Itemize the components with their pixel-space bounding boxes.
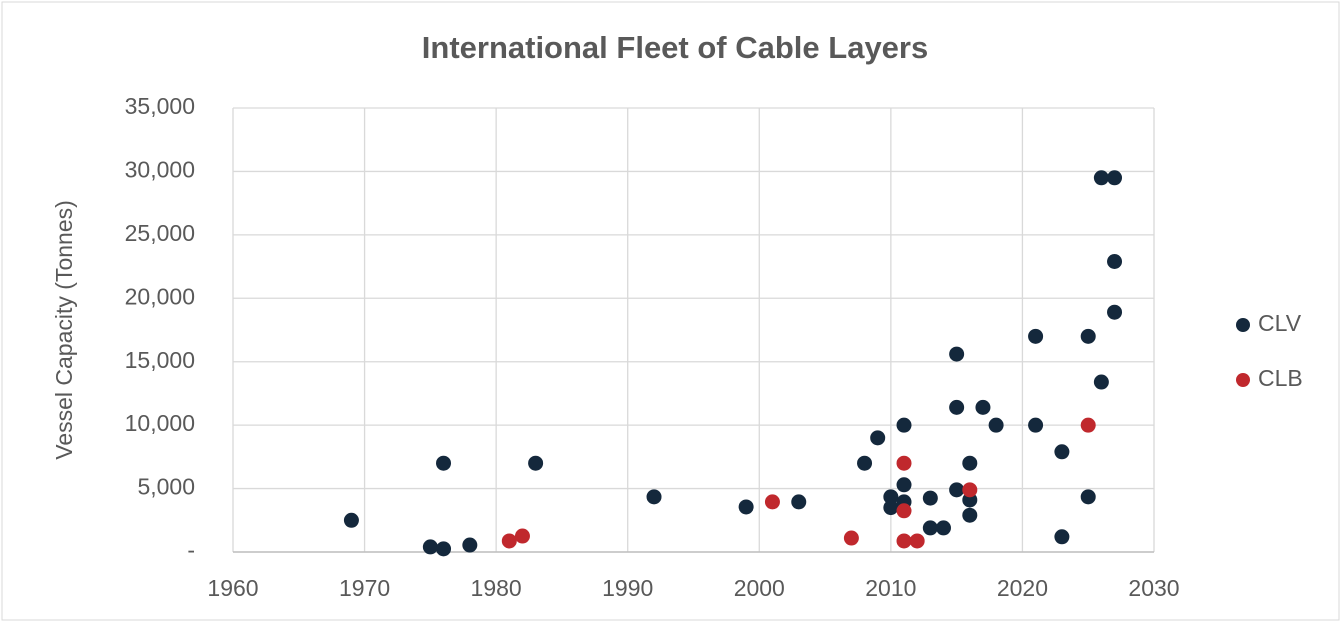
- point: [343, 512, 359, 528]
- point: [764, 494, 780, 510]
- point: [922, 490, 938, 506]
- x-tick-label: 1980: [471, 575, 522, 601]
- y-tick-label: 25,000: [125, 220, 195, 246]
- point: [1054, 529, 1070, 545]
- point: [909, 533, 925, 549]
- point: [791, 494, 807, 510]
- point: [896, 477, 912, 493]
- point: [896, 455, 912, 471]
- point: [501, 533, 517, 549]
- point: [962, 482, 978, 498]
- point: [1054, 444, 1070, 460]
- x-tick-label: 2020: [997, 575, 1048, 601]
- x-tick-label: 1960: [207, 575, 258, 601]
- point: [988, 417, 1004, 433]
- y-tick-label: 35,000: [125, 93, 195, 119]
- point: [896, 533, 912, 549]
- point: [962, 507, 978, 523]
- x-tick-label: 1990: [602, 575, 653, 601]
- y-tick-label: -: [187, 537, 195, 563]
- point: [883, 489, 899, 505]
- point: [949, 482, 965, 498]
- y-tick-label: 10,000: [125, 410, 195, 436]
- x-tick-label: 2030: [1128, 575, 1179, 601]
- point: [1080, 489, 1096, 505]
- point: [843, 530, 859, 546]
- point: [896, 417, 912, 433]
- point: [896, 503, 912, 519]
- x-tick-label: 2010: [865, 575, 916, 601]
- y-axis-label: Vessel Capacity (Tonnes): [51, 200, 77, 460]
- x-tick-label: 2000: [734, 575, 785, 601]
- point: [436, 541, 452, 557]
- point: [1093, 374, 1109, 390]
- chart-title: International Fleet of Cable Layers: [422, 30, 928, 65]
- point: [1080, 328, 1096, 344]
- point: [1107, 170, 1123, 186]
- point: [462, 537, 478, 553]
- point: [883, 500, 899, 516]
- x-tick-label: 1970: [339, 575, 390, 601]
- point: [975, 399, 991, 415]
- y-tick-label: 5,000: [137, 474, 195, 500]
- point: [436, 455, 452, 471]
- point: [514, 528, 530, 544]
- point: [922, 520, 938, 536]
- point: [1107, 304, 1123, 320]
- y-tick-label: 30,000: [125, 157, 195, 183]
- point: [528, 455, 544, 471]
- y-tick-label: 20,000: [125, 283, 195, 309]
- point: [1028, 417, 1044, 433]
- y-tick-label: 15,000: [125, 347, 195, 373]
- legend-label: CLV: [1258, 310, 1302, 336]
- point: [857, 455, 873, 471]
- point: [870, 430, 886, 446]
- point: [1028, 328, 1044, 344]
- point: [738, 499, 754, 515]
- legend-label: CLB: [1258, 365, 1303, 391]
- point: [1107, 253, 1123, 269]
- point: [949, 346, 965, 362]
- point: [949, 399, 965, 415]
- point: [1080, 417, 1096, 433]
- point: [962, 455, 978, 471]
- point: [646, 489, 662, 505]
- legend-marker: [1236, 318, 1250, 332]
- point: [422, 539, 438, 555]
- point: [1093, 170, 1109, 186]
- point: [935, 520, 951, 536]
- legend-marker: [1236, 373, 1250, 387]
